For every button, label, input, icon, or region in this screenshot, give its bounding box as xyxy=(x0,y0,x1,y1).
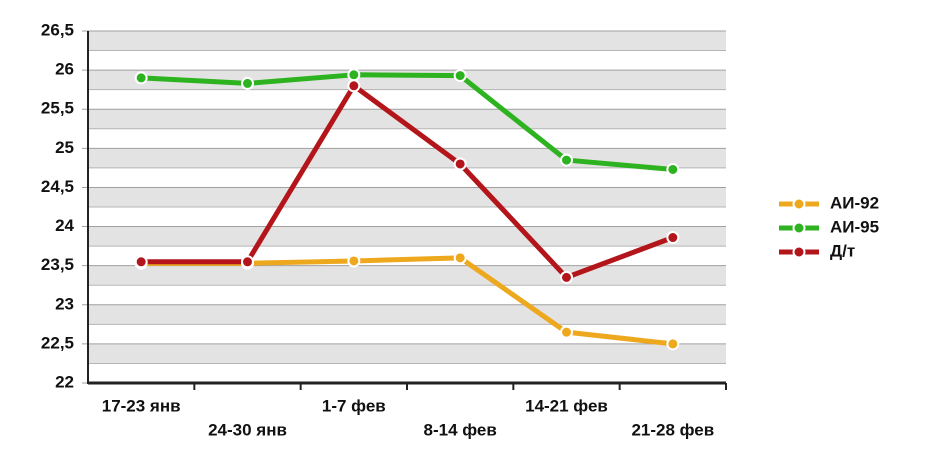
data-point xyxy=(560,270,573,284)
data-point xyxy=(666,231,680,245)
y-tick-label: 24 xyxy=(55,216,74,235)
data-point xyxy=(134,255,148,269)
x-tick-label: 1-7 фев xyxy=(322,396,386,415)
data-point xyxy=(134,71,148,85)
series-line xyxy=(141,83,674,280)
data-point xyxy=(241,255,254,269)
grid-band xyxy=(88,304,726,325)
legend-marker xyxy=(792,221,806,235)
legend-marker xyxy=(792,197,806,211)
legend-marker xyxy=(792,245,806,259)
data-point xyxy=(347,68,361,82)
data-point xyxy=(560,325,573,339)
series-line xyxy=(141,72,674,172)
y-tick-label: 23,5 xyxy=(41,255,74,274)
x-tick-label: 14-21 фев xyxy=(525,396,608,415)
data-point xyxy=(666,162,680,176)
y-tick-label: 23 xyxy=(55,294,74,313)
y-tick-label: 25 xyxy=(55,138,74,157)
y-tick-label: 25,5 xyxy=(41,99,74,118)
x-tick-label: 17-23 янв xyxy=(102,396,181,415)
legend-label: Д/т xyxy=(830,241,855,260)
x-tick-label: 24-30 янв xyxy=(208,420,287,439)
grid-band xyxy=(88,109,726,129)
grid-band xyxy=(88,31,726,51)
y-tick-label: 24,5 xyxy=(41,177,74,196)
grid-band xyxy=(88,265,726,286)
x-tick-label: 21-28 фев xyxy=(631,420,714,439)
data-point xyxy=(453,69,467,83)
data-point xyxy=(347,254,361,268)
y-tick-label: 22,5 xyxy=(41,333,74,352)
data-point xyxy=(560,153,573,167)
legend-label: АИ-92 xyxy=(830,193,879,212)
y-tick-label: 26,5 xyxy=(41,20,74,39)
y-tick-label: 22 xyxy=(55,372,74,391)
data-point xyxy=(666,337,680,351)
data-point xyxy=(347,79,361,93)
data-point xyxy=(241,76,254,90)
y-tick-label: 26 xyxy=(55,60,74,79)
legend-label: АИ-95 xyxy=(830,217,879,236)
grid-band xyxy=(88,226,726,247)
x-tick-label: 8-14 фев xyxy=(424,420,497,439)
grid-band xyxy=(88,343,726,364)
data-point xyxy=(453,157,467,171)
grid-band xyxy=(88,187,726,207)
data-point xyxy=(453,251,467,265)
